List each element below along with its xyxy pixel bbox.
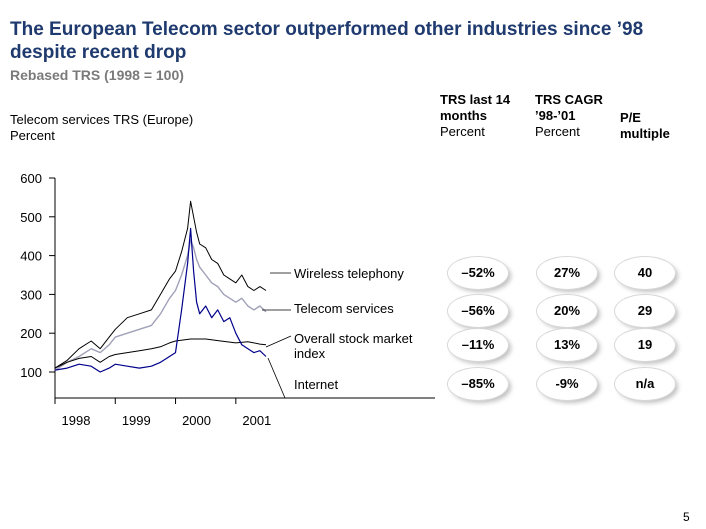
series-wireless <box>54 200 267 369</box>
market-trs14: –11% <box>461 337 495 352</box>
telecom-trs14: –56% <box>461 303 495 318</box>
telecom-cagr: 20% <box>553 303 581 318</box>
header-cagr-line3: Percent <box>535 124 580 139</box>
oval-wireless-pe <box>615 257 675 289</box>
row-label-telecom-line1: Telecom services <box>294 301 394 316</box>
row-label-telecom: Telecom services <box>294 301 444 316</box>
header-cagr-line2: ’98-’01 <box>535 108 576 123</box>
chart-axes <box>54 178 435 399</box>
chart-ticks: 600 500 400 300 200 100 1998 1999 2000 2001 <box>20 171 271 428</box>
header-pe-line2: multiple <box>620 126 670 141</box>
callout-market <box>265 335 292 348</box>
row-label-market-line1: Overall stock market <box>294 331 413 346</box>
oval-market-trs14 <box>448 329 508 361</box>
oval-market-pe <box>615 329 675 361</box>
oval-wireless-trs14 <box>448 257 508 289</box>
header-trs-cagr: TRS CAGR ’98-’01 Percent <box>535 92 603 140</box>
chart-label-line1: Telecom services TRS (Europe) <box>10 112 194 127</box>
oval-telecom-pe <box>615 295 675 327</box>
y-tick-label-400: 400 <box>20 249 42 264</box>
page-title: The European Telecom sector outperformed… <box>10 19 644 63</box>
oval-telecom-cagr <box>537 295 597 327</box>
header-trs14-line3: Percent <box>440 124 485 139</box>
y-tick-label-200: 200 <box>20 326 42 341</box>
header-trs14-line2: months <box>440 108 487 123</box>
header-cagr-line1: TRS CAGR <box>535 92 603 107</box>
series-telecom <box>54 239 267 371</box>
header-trs-last-14-months: TRS last 14 months Percent <box>440 92 510 140</box>
label-callouts <box>262 272 292 399</box>
wireless-cagr: 27% <box>553 265 581 280</box>
x-tick-label-2001: 2001 <box>242 413 271 428</box>
row-label-internet-line1: Internet <box>294 377 339 392</box>
row-label-market: Overall stock market index <box>294 331 444 361</box>
series-market <box>54 338 267 369</box>
row-label-wireless-line1: Wireless telephony <box>294 266 404 281</box>
callout-internet <box>267 357 286 399</box>
chart-series <box>54 200 267 373</box>
y-tick-label-100: 100 <box>20 365 42 380</box>
row-label-wireless: Wireless telephony <box>294 266 444 281</box>
wireless-pe: 40 <box>637 265 653 280</box>
x-tick-label-2000: 2000 <box>182 413 211 428</box>
oval-internet-cagr <box>537 368 597 400</box>
internet-trs14: –85% <box>461 376 495 391</box>
oval-wireless-cagr <box>537 257 597 289</box>
chart-label-line2: Percent <box>10 128 55 143</box>
x-tick-label-1998: 1998 <box>62 413 91 428</box>
wireless-trs14: –52% <box>461 265 495 280</box>
oval-telecom-trs14 <box>448 295 508 327</box>
internet-pe: n/a <box>635 376 655 391</box>
trs-line-chart: 600 500 400 300 200 100 1998 1999 2000 2001 <box>20 171 435 428</box>
oval-market-cagr <box>537 329 597 361</box>
internet-cagr: -9% <box>555 376 579 391</box>
row-label-market-line2: index <box>294 346 326 361</box>
telecom-pe: 29 <box>637 303 653 318</box>
page-subtitle: Rebased TRS (1998 = 100) <box>10 67 184 83</box>
y-tick-label-500: 500 <box>20 210 42 225</box>
y-tick-label-300: 300 <box>20 287 42 302</box>
oval-internet-trs14 <box>448 368 508 400</box>
header-pe-multiple: P/E multiple <box>620 110 670 142</box>
row-label-internet: Internet <box>294 377 444 392</box>
market-pe: 19 <box>637 337 653 352</box>
header-pe-line1: P/E <box>620 110 641 125</box>
chart-label: Telecom services TRS (Europe) Percent <box>10 112 193 144</box>
y-tick-label-600: 600 <box>20 171 42 186</box>
header-trs14-line1: TRS last 14 <box>440 92 511 107</box>
page-number: 5 <box>683 510 690 524</box>
series-internet <box>54 227 267 373</box>
oval-internet-pe <box>615 368 675 400</box>
x-tick-label-1999: 1999 <box>122 413 151 428</box>
market-cagr: 13% <box>553 337 581 352</box>
